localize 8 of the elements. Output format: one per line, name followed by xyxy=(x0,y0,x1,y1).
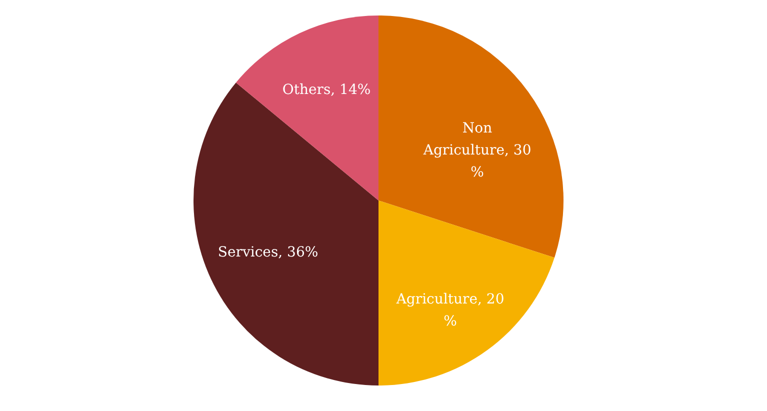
slice-label: Others, 14% xyxy=(282,82,371,98)
pie-slice xyxy=(194,82,378,386)
slice-label: Agriculture, 20 % xyxy=(395,291,504,330)
pie-slice xyxy=(378,16,564,258)
slice-label: Non Agriculture, 30 % xyxy=(422,120,532,181)
slice-label: Services, 36% xyxy=(218,244,318,260)
pie-slice xyxy=(236,16,378,200)
pie-slice xyxy=(378,200,554,386)
